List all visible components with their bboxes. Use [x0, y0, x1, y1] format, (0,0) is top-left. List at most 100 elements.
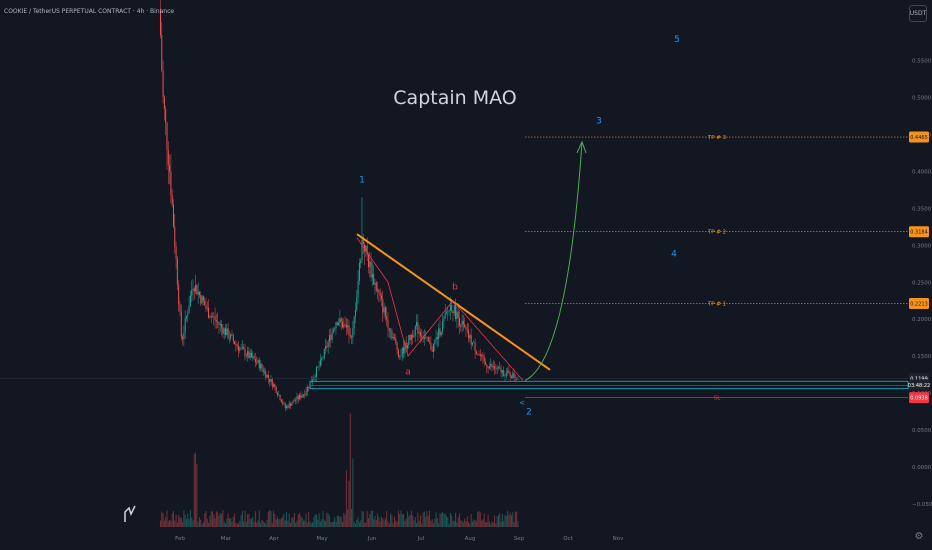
volume-bar: [332, 521, 334, 527]
volume-bar: [275, 519, 277, 527]
x-tick-label: Nov: [613, 536, 624, 542]
trendline[interactable]: [356, 233, 551, 371]
candle: [178, 284, 180, 305]
volume-bar: [192, 520, 194, 527]
candle: [318, 365, 320, 367]
volume-bar: [378, 516, 380, 527]
volume-bar: [461, 520, 463, 527]
candle: [247, 351, 249, 356]
volume-bar: [430, 520, 432, 527]
volume-bar: [182, 522, 184, 527]
volume-bar: [344, 514, 346, 527]
candle: [315, 367, 317, 377]
y-tick-label: 0.2500: [912, 280, 932, 286]
volume-bar: [266, 519, 268, 527]
volume-bar: [509, 512, 511, 527]
candle: [175, 246, 177, 259]
candle: [166, 122, 168, 151]
volume-bar: [377, 513, 379, 527]
volume-bar: [460, 520, 462, 527]
take-profit-label: TP # 1: [707, 301, 726, 307]
candle: [330, 335, 332, 340]
volume-bar: [276, 516, 278, 527]
volume-bar: [198, 517, 200, 527]
volume-bar: [218, 516, 220, 527]
wave-label-1: 1: [359, 175, 365, 185]
volume-bar: [431, 519, 433, 527]
candle: [196, 284, 198, 295]
volume-bar: [284, 520, 286, 527]
candle: [387, 319, 389, 329]
volume-bar: [358, 522, 360, 527]
volume-bar: [325, 521, 327, 527]
volume-bar: [379, 521, 381, 527]
volume-bar: [352, 458, 354, 527]
volume-bar: [302, 520, 304, 527]
price-tag-label: 0.0938: [910, 396, 928, 402]
volume-bar: [249, 519, 251, 527]
tradingview-logo-icon[interactable]: [122, 502, 138, 524]
volume-bar: [340, 516, 342, 527]
volume-bar: [503, 520, 505, 527]
volume-bar: [500, 521, 502, 527]
candle: [486, 364, 488, 368]
candle: [174, 226, 176, 247]
volume-bar: [369, 514, 371, 527]
y-tick-label: 0.0000: [912, 465, 932, 471]
volume-bar: [208, 523, 210, 527]
candle: [161, 35, 163, 71]
volume-bar: [305, 513, 307, 527]
candle: [323, 348, 325, 358]
volume-bar: [482, 519, 484, 527]
volume-bar: [172, 511, 174, 527]
currency-button[interactable]: USDT: [909, 5, 927, 22]
volume-bar: [388, 523, 390, 527]
volume-bar: [297, 514, 299, 527]
gear-icon[interactable]: ⚙: [914, 531, 924, 542]
candle: [283, 403, 285, 405]
volume-bar: [466, 516, 468, 527]
volume-bar: [280, 518, 282, 527]
volume-bar: [504, 514, 506, 527]
candle: [245, 355, 247, 357]
volume-bar: [447, 517, 449, 527]
volume-bar: [263, 522, 265, 527]
candle: [237, 346, 239, 351]
candle: [334, 328, 336, 330]
symbol-title: COOKIE / TetherUS PERPETUAL CONTRACT · 4…: [4, 8, 175, 15]
candle: [302, 394, 304, 396]
candle: [189, 295, 191, 307]
candle: [310, 381, 312, 383]
x-tick-label: Feb: [175, 536, 185, 542]
volume-bar: [256, 522, 258, 527]
volume-bar: [270, 511, 272, 527]
volume-bar: [271, 523, 273, 527]
candle: [457, 311, 459, 318]
volume-bar: [291, 517, 293, 527]
candle: [265, 371, 267, 378]
candle: [223, 328, 225, 334]
candle: [447, 311, 449, 313]
volume-bar: [495, 523, 497, 527]
volume-bar: [230, 518, 232, 527]
candle: [260, 363, 262, 369]
candle: [478, 354, 480, 355]
candle: [317, 366, 319, 368]
candle: [356, 297, 358, 311]
volume-bar: [288, 513, 290, 527]
volume-bar: [235, 522, 237, 527]
volume-bar: [215, 511, 217, 527]
volume-bar: [226, 518, 228, 527]
candle: [276, 393, 278, 396]
volume-bar: [487, 514, 489, 527]
volume-bar: [257, 520, 259, 527]
price-tag: [909, 297, 929, 309]
candle: [391, 330, 393, 339]
candle: [487, 367, 489, 369]
volume-bar: [406, 511, 408, 527]
volume-bar: [397, 510, 399, 527]
volume-bar: [283, 513, 285, 527]
volume-bar: [327, 513, 329, 527]
volume-bar: [449, 512, 451, 527]
